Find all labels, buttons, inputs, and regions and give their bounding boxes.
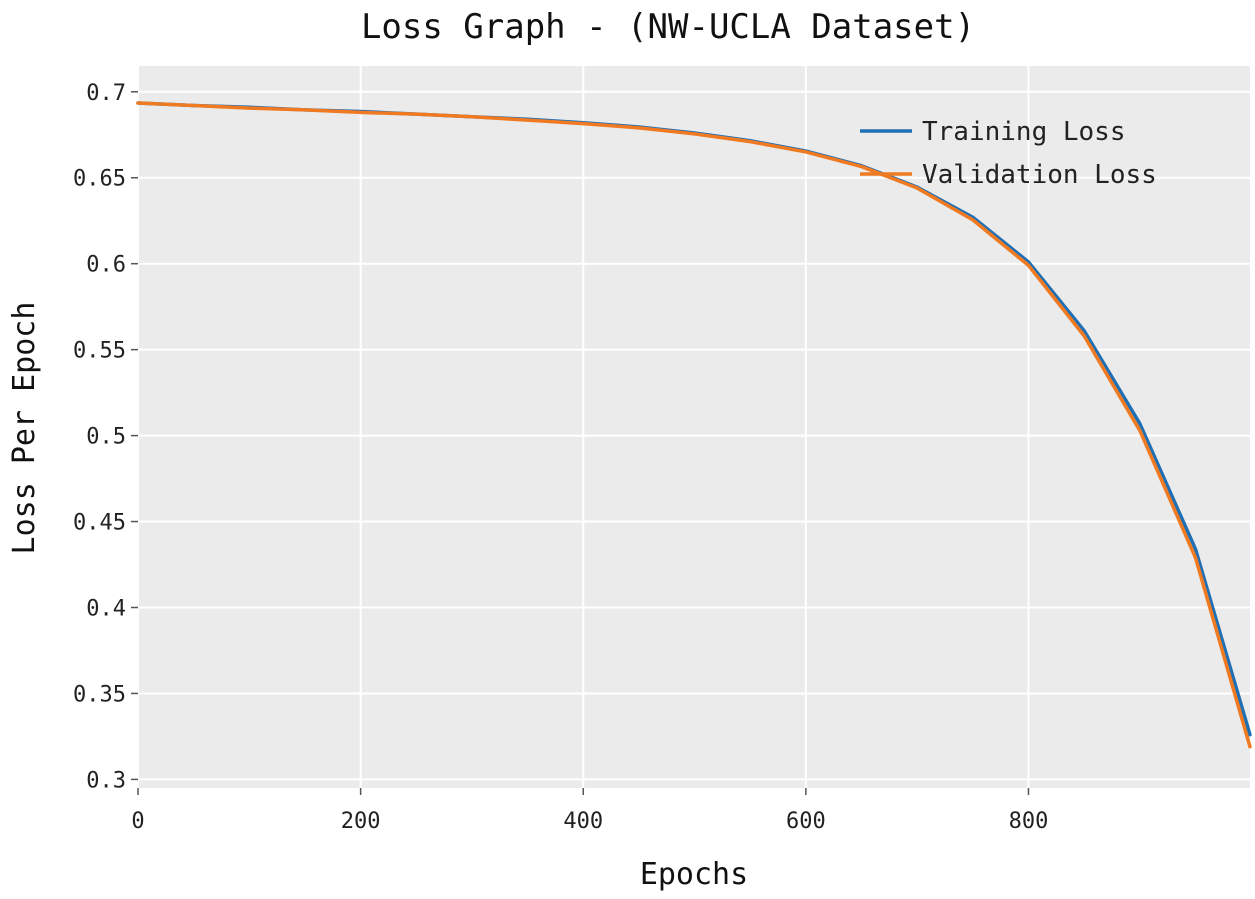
y-tick-label: 0.55 [73, 339, 126, 364]
x-tick-label: 200 [341, 809, 381, 834]
legend: Training Loss Validation Loss [860, 117, 1157, 190]
series-lines [136, 101, 1252, 749]
x-axis-label: Epochs [640, 857, 748, 892]
x-tick-label: 800 [1009, 809, 1049, 834]
chart-title: Loss Graph - (NW-UCLA Dataset) [361, 7, 975, 47]
axes: 0.3 0.35 0.4 0.45 0.5 0.55 0.6 0.65 0.7 0 200 400 60… [73, 81, 1048, 834]
y-tick-label: 0.5 [86, 425, 126, 450]
y-tick-label: 0.65 [73, 167, 126, 192]
y-tick-label: 0.45 [73, 511, 126, 536]
legend-label-training-loss: Training Loss [922, 117, 1126, 147]
y-tick-label: 0.7 [86, 81, 126, 106]
y-tick-label: 0.35 [73, 682, 126, 707]
grid [137, 66, 1250, 788]
x-tick-label: 0 [131, 809, 144, 834]
y-tick-label: 0.4 [86, 597, 126, 622]
y-tick-label: 0.6 [86, 253, 126, 278]
x-tick-label: 400 [563, 809, 603, 834]
series-line-validation-loss [136, 101, 1252, 749]
plot-background [138, 66, 1250, 788]
y-tick-label: 0.3 [86, 768, 126, 793]
x-tick-label: 600 [786, 809, 826, 834]
y-axis-label: Loss Per Epoch [7, 302, 42, 555]
legend-label-validation-loss: Validation Loss [922, 160, 1157, 190]
